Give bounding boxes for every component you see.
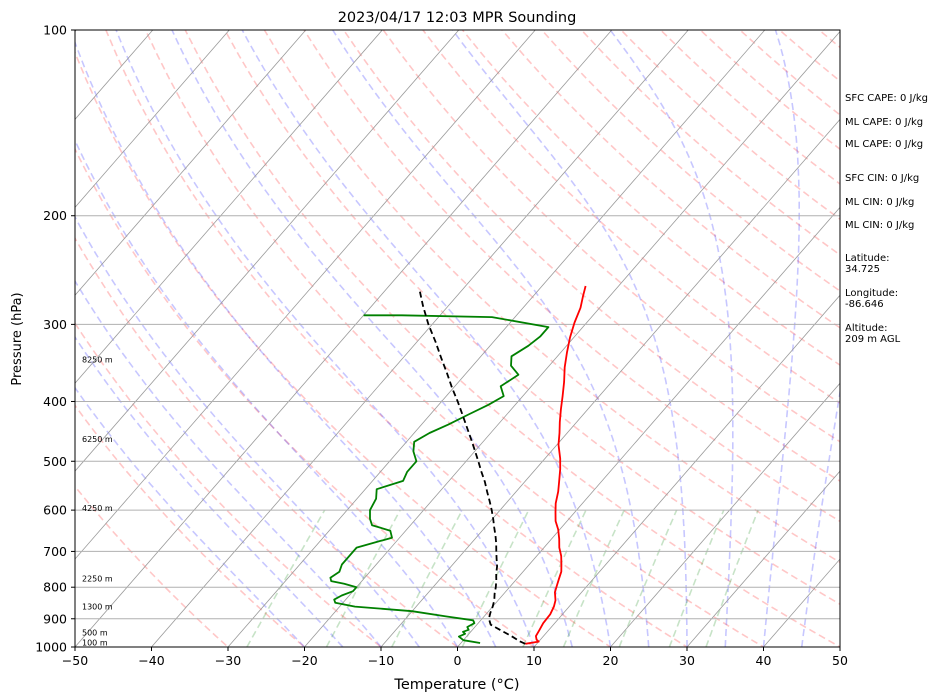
dry-adiabat xyxy=(263,30,840,564)
dry-adiabat xyxy=(224,30,840,606)
y-tick-label: 400 xyxy=(43,394,67,409)
mixing-ratio-line xyxy=(668,509,725,647)
dry-adiabat xyxy=(303,30,840,523)
x-tick-label: 40 xyxy=(756,653,772,668)
latitude-label: Latitude: xyxy=(845,253,890,264)
moist-adiabat xyxy=(762,30,800,647)
stats-panel: SFC CAPE: 0 J/kg ML CAPE: 0 J/kg ML CAPE… xyxy=(845,0,947,700)
traces xyxy=(329,285,587,645)
x-tick-label: −10 xyxy=(368,653,394,668)
background-lines xyxy=(75,30,840,647)
sfc-cape: SFC CAPE: 0 J/kg xyxy=(845,93,928,104)
y-tick-label: 100 xyxy=(43,23,67,38)
moist-adiabat xyxy=(75,138,459,647)
isotherm xyxy=(610,382,840,647)
x-tick-label: −40 xyxy=(138,653,164,668)
dry-adiabat xyxy=(75,147,536,647)
isotherm xyxy=(380,118,840,647)
dry-adiabat xyxy=(75,321,383,647)
isotherm xyxy=(75,30,383,384)
x-tick-label: 20 xyxy=(603,653,619,668)
mixing-ratio-line xyxy=(705,509,759,647)
parcel-trace xyxy=(418,290,526,645)
moist-adiabat xyxy=(75,386,306,647)
isotherm xyxy=(304,30,840,647)
isotherm xyxy=(75,30,536,560)
y-tick-label: 200 xyxy=(43,208,67,223)
height-label: 8250 m xyxy=(82,355,113,364)
grid xyxy=(75,30,840,647)
dewpoint-trace xyxy=(329,314,550,644)
altitude-value: 209 m AGL xyxy=(845,334,901,345)
longitude-label: Longitude: xyxy=(845,288,899,299)
mixing-ratio-line xyxy=(522,509,587,647)
dry-adiabat xyxy=(75,50,612,647)
x-tick-label: 0 xyxy=(454,653,462,668)
chart-title: 2023/04/17 12:03 MPR Sounding xyxy=(338,10,577,26)
temperature-trace xyxy=(525,285,587,645)
sfc-cin: SFC CIN: 0 J/kg xyxy=(845,173,920,184)
plot-frame xyxy=(74,29,841,648)
x-tick-label: 30 xyxy=(679,653,695,668)
isotherm xyxy=(227,30,766,647)
dry-adiabat xyxy=(75,236,459,647)
isotherm xyxy=(75,30,307,296)
y-tick-label: 1000 xyxy=(35,640,67,655)
x-tick-label: 50 xyxy=(832,653,848,668)
moist-adiabat xyxy=(451,30,688,647)
height-label: 6250 m xyxy=(82,435,113,444)
x-tick-label: 10 xyxy=(526,653,542,668)
height-label: 2250 m xyxy=(82,575,113,584)
moist-adiabat xyxy=(115,30,535,647)
y-tick-label: 800 xyxy=(43,580,67,595)
height-label: 100 m xyxy=(82,638,108,647)
dry-adiabat xyxy=(105,30,689,647)
x-axis: −50 −40 −30 −20 −10 0 10 20 30 40 50 xyxy=(62,647,848,668)
isotherm xyxy=(75,30,230,208)
y-tick-label: 500 xyxy=(43,454,67,469)
y-tick-label: 700 xyxy=(43,544,67,559)
moist-adiabat xyxy=(75,335,344,647)
isotherm xyxy=(151,30,689,647)
y-tick-label: 600 xyxy=(43,503,67,518)
x-tick-label: −30 xyxy=(215,653,241,668)
ml-cin: ML CIN: 0 J/kg xyxy=(845,197,915,208)
dry-adiabat xyxy=(75,404,306,647)
latitude-value: 34.725 xyxy=(845,264,880,275)
ml-cin: ML CIN: 0 J/kg xyxy=(845,220,915,231)
moist-adiabat xyxy=(75,40,497,647)
y-tick-label: 300 xyxy=(43,317,67,332)
isotherm xyxy=(75,30,613,647)
dry-adiabat xyxy=(144,30,766,647)
isotherm xyxy=(75,30,460,472)
isotherm xyxy=(533,294,840,647)
moist-adiabat xyxy=(241,30,612,647)
y-axis: 100 200 300 400 500 600 700 800 900 1000 xyxy=(35,23,75,655)
mixing-ratio-line xyxy=(391,509,463,647)
moist-adiabat xyxy=(332,30,650,647)
dry-adiabat xyxy=(184,30,840,647)
moist-adiabat xyxy=(609,30,734,647)
isotherm xyxy=(686,470,840,647)
height-label: 500 m xyxy=(82,629,108,638)
y-tick-label: 900 xyxy=(43,611,67,626)
moist-adiabat xyxy=(75,215,420,647)
ml-cape: ML CAPE: 0 J/kg xyxy=(845,117,924,128)
x-axis-label: Temperature (°C) xyxy=(393,677,519,693)
isotherm xyxy=(457,206,840,647)
dry-adiabat xyxy=(75,485,230,647)
longitude-value: -86.646 xyxy=(845,299,884,310)
x-tick-label: −20 xyxy=(291,653,317,668)
height-label: 4250 m xyxy=(82,504,113,513)
height-label: 1300 m xyxy=(82,603,113,612)
x-tick-label: −50 xyxy=(62,653,88,668)
moist-adiabat xyxy=(171,30,574,647)
ml-cape: ML CAPE: 0 J/kg xyxy=(845,139,924,150)
altitude-label: Altitude: xyxy=(845,323,888,334)
y-axis-label: Pressure (hPa) xyxy=(10,292,25,385)
